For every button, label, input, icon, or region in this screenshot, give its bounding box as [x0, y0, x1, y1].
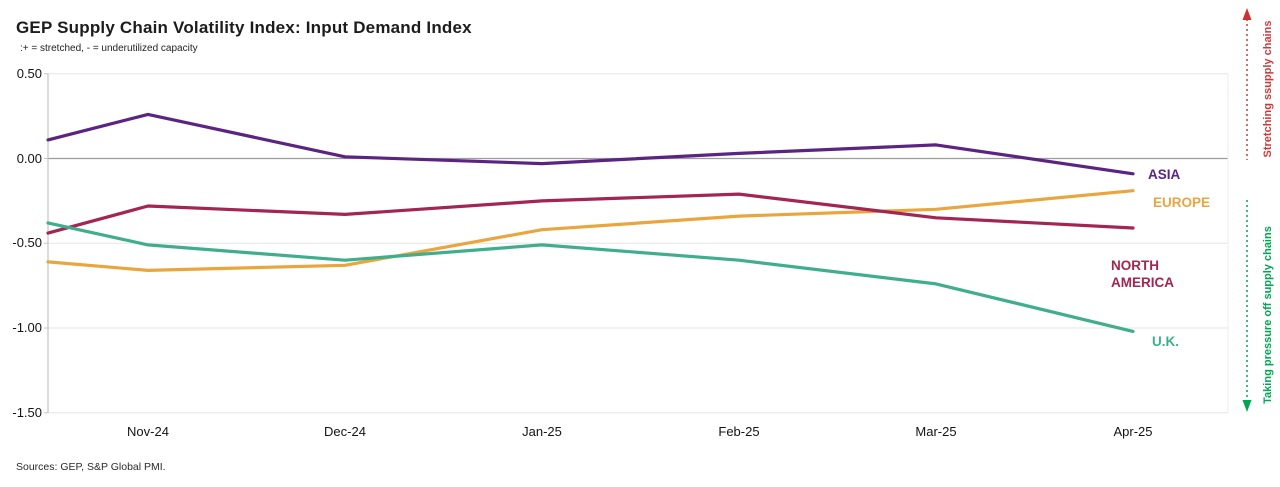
x-axis-tick-label: Mar-25 — [915, 424, 957, 439]
annotation-taking-pressure-off: Taking pressure off supply chains — [1262, 226, 1274, 404]
chart-subtitle: :+ = stretched, - = underutilized capaci… — [20, 43, 198, 54]
series-line-u-k — [46, 221, 1135, 333]
chart-title: GEP Supply Chain Volatility Index: Input… — [16, 18, 472, 37]
series-label-north-america: NORTH AMERICA — [1111, 258, 1174, 290]
series-label-uk: U.K. — [1152, 334, 1179, 349]
x-axis-tick-label: Feb-25 — [718, 424, 760, 439]
y-axis-tick-label: -1.50 — [12, 404, 42, 420]
series-line-north-america — [46, 192, 1135, 235]
x-axis-tick-label: Dec-24 — [324, 424, 366, 439]
x-axis-tick-label: Apr-25 — [1113, 424, 1153, 439]
series-line-asia — [46, 112, 1135, 176]
arrow-down-icon — [1242, 400, 1252, 412]
x-axis-tick-label: Nov-24 — [127, 424, 169, 439]
y-axis-tick-label: -1.00 — [12, 320, 42, 335]
y-axis-tick-label: 0.50 — [16, 65, 42, 81]
series-label-asia: ASIA — [1148, 167, 1181, 182]
source-note: Sources: GEP, S&P Global PMI. — [16, 461, 166, 473]
annotation-stretching-supply-chains: Stretching ssupply chains — [1262, 20, 1274, 158]
y-axis-tick-label: -0.50 — [12, 235, 42, 251]
x-axis-tick-label: Jan-25 — [522, 424, 562, 439]
series-label-europe: EUROPE — [1153, 195, 1211, 210]
series-line-europe — [46, 189, 1135, 272]
y-axis-tick-label: 0.00 — [16, 150, 42, 166]
arrow-up-icon — [1242, 8, 1252, 20]
